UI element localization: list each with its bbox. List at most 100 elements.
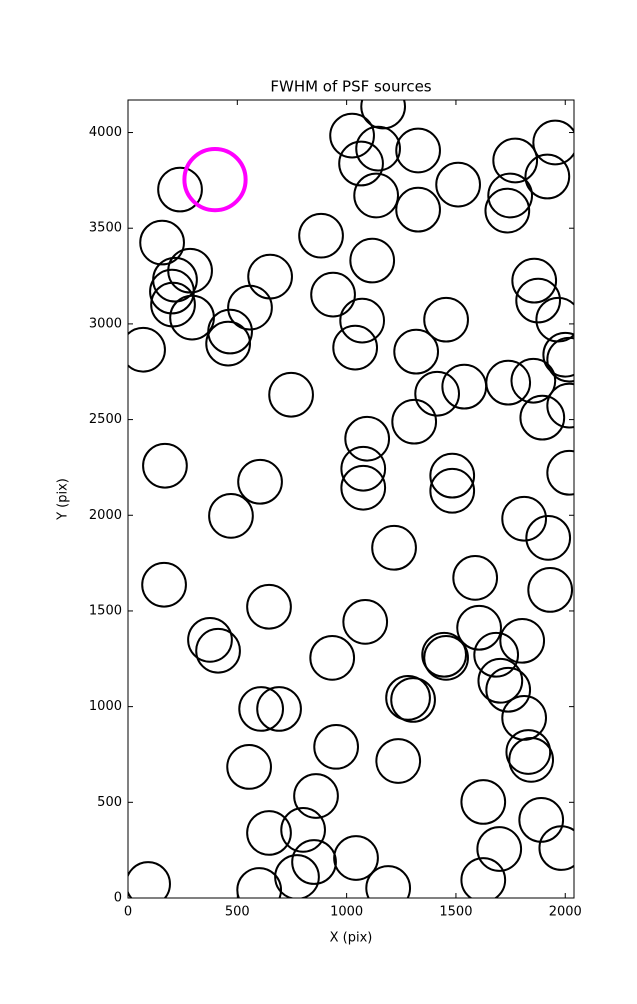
psf-circle	[421, 631, 467, 678]
psf-circle	[515, 277, 562, 324]
psf-circle	[535, 296, 574, 343]
plot-area	[128, 100, 574, 898]
psf-circle	[532, 119, 574, 166]
x-tick-label: 0	[124, 905, 132, 920]
psf-circle	[371, 524, 417, 571]
psf-circle	[527, 567, 574, 613]
psf-circle	[268, 371, 314, 418]
psf-circle	[313, 723, 359, 770]
psf-circle	[508, 736, 555, 783]
psf-circle	[332, 324, 379, 371]
y-tick-label: 2000	[89, 508, 122, 523]
psf-circle	[429, 452, 476, 499]
x-tick-label: 2000	[549, 905, 582, 920]
psf-circle	[393, 328, 440, 375]
psf-circle	[310, 271, 356, 318]
psf-circle	[333, 835, 379, 881]
psf-circle	[280, 807, 326, 853]
psf-circle	[238, 686, 285, 732]
plot-frame	[127, 99, 575, 899]
psf-circle	[236, 867, 283, 898]
y-tick-label: 3500	[89, 221, 122, 236]
psf-circle	[365, 865, 412, 898]
psf-circle	[128, 326, 166, 373]
psf-circle	[157, 166, 203, 213]
psf-circle	[141, 561, 187, 608]
psf-circle	[505, 729, 552, 775]
psf-circle	[452, 554, 499, 601]
psf-circle	[456, 604, 502, 651]
psf-circle	[487, 172, 534, 219]
psf-circle	[395, 127, 441, 174]
psf-circle	[485, 666, 532, 713]
psf-circle	[477, 657, 524, 704]
psf-circle	[492, 137, 539, 184]
y-axis-label: Y (pix)	[56, 478, 71, 521]
psf-circle	[542, 331, 574, 378]
psf-circle	[485, 359, 532, 406]
x-tick-label: 500	[225, 905, 250, 920]
psf-circle	[546, 449, 574, 496]
psf-circle	[538, 825, 574, 871]
y-tick-label: 4000	[89, 125, 122, 140]
psf-circle	[329, 112, 375, 159]
psf-circle	[353, 172, 400, 219]
y-tick-label: 2500	[89, 412, 122, 427]
psf-circle	[511, 257, 558, 304]
psf-circle	[195, 627, 241, 674]
psf-circle	[395, 186, 441, 233]
psf-circle	[473, 631, 520, 678]
psf-circle	[476, 826, 523, 872]
psf-circle	[390, 677, 436, 723]
psf-circle	[518, 797, 565, 843]
psf-circle	[246, 583, 292, 630]
psf-circle	[501, 495, 548, 542]
psf-circle	[293, 773, 339, 819]
psf-circle	[187, 616, 233, 663]
y-tick-label: 0	[114, 891, 122, 906]
psf-circle	[460, 857, 507, 898]
psf-circle	[375, 738, 422, 784]
psf-circle	[256, 686, 302, 732]
psf-circle	[510, 357, 557, 404]
psf-circle	[291, 839, 337, 885]
psf-circle	[298, 212, 344, 259]
psf-circle	[484, 187, 531, 234]
psf-circle	[142, 442, 188, 489]
psf-circle	[226, 744, 272, 790]
psf-circle	[246, 810, 292, 856]
psf-circle	[128, 861, 171, 898]
psf-circle	[338, 140, 384, 187]
psf-circle	[207, 308, 253, 355]
psf-circle	[524, 153, 571, 200]
psf-circle	[355, 125, 401, 172]
psf-circle	[499, 617, 546, 664]
psf-circle	[309, 634, 356, 681]
psf-circle	[205, 320, 251, 367]
x-axis-label: X (pix)	[330, 931, 373, 946]
chart-title: FWHM of PSF sources	[270, 78, 431, 96]
psf-circle	[349, 237, 396, 284]
y-tick-label: 500	[97, 795, 122, 810]
psf-circle	[391, 398, 438, 445]
psf-circle	[237, 458, 283, 505]
psf-circle	[340, 445, 387, 492]
psf-circle	[546, 382, 574, 429]
psf-circle	[429, 467, 476, 514]
y-tick-label: 1500	[89, 603, 122, 618]
psf-circle	[525, 514, 572, 561]
psf-circle	[441, 363, 488, 410]
psf-circle	[519, 394, 566, 441]
x-tick-label: 1000	[330, 905, 363, 920]
psf-circle	[385, 674, 431, 721]
psf-circle	[414, 370, 461, 417]
psf-circle	[546, 336, 574, 383]
psf-circle	[435, 161, 481, 208]
psf-circle	[139, 219, 185, 266]
psf-circle	[340, 464, 387, 511]
psf-circle	[339, 297, 386, 344]
y-tick-label: 1000	[89, 699, 122, 714]
psf-circle	[460, 779, 507, 825]
psf-circle	[208, 492, 254, 539]
